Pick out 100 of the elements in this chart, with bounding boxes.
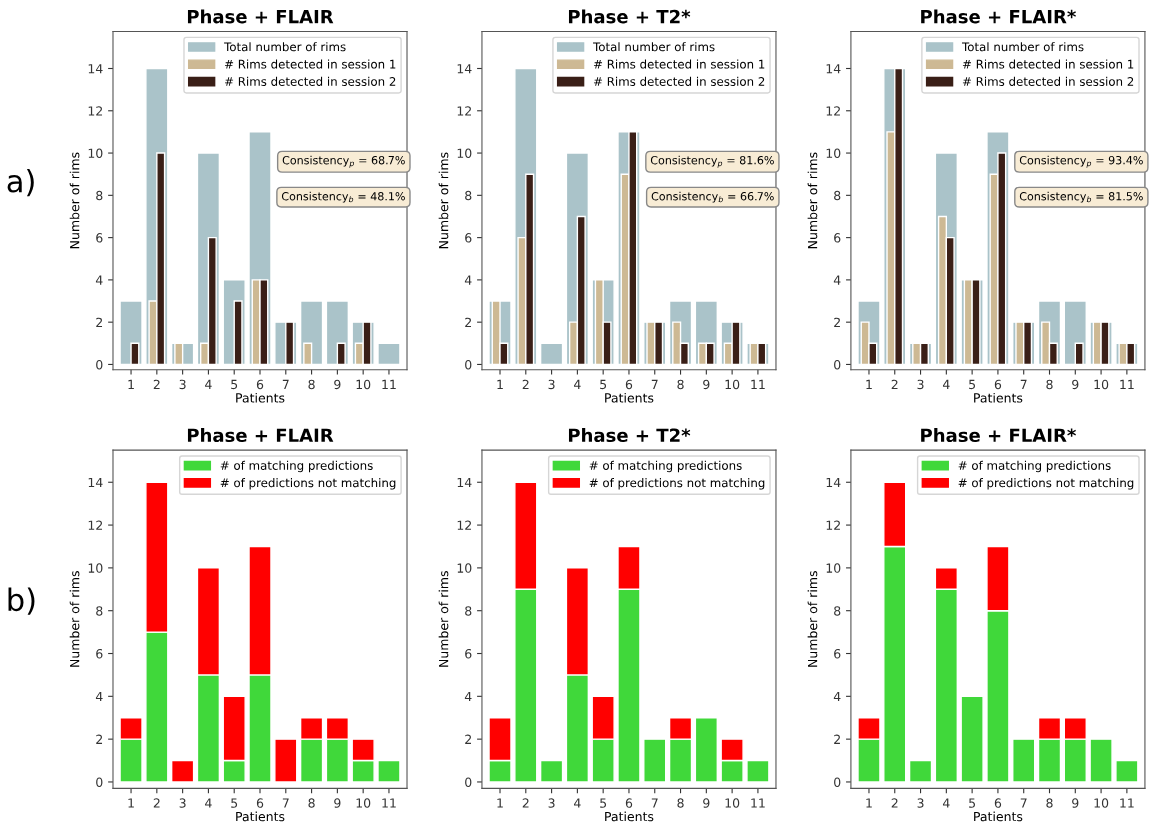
chart-title: Phase + T2* bbox=[568, 9, 691, 24]
x-tick-label: 4 bbox=[205, 379, 212, 389]
y-tick-label: 14 bbox=[88, 477, 103, 488]
legend-label: # Rims detected in session 1 bbox=[225, 59, 396, 69]
y-tick-label: 6 bbox=[465, 648, 472, 659]
x-tick-label: 1 bbox=[866, 798, 872, 808]
y-tick-label: 2 bbox=[834, 317, 840, 327]
legend-label: # of predictions not matching bbox=[220, 478, 396, 490]
y-tick-label: 2 bbox=[465, 317, 471, 327]
legend-label: # Rims detected in session 2 bbox=[225, 76, 396, 86]
bar bbox=[539, 759, 564, 783]
x-tick-label: 7 bbox=[282, 379, 289, 389]
y-tick-label: 12 bbox=[457, 520, 471, 530]
y-tick-label: 0 bbox=[96, 359, 103, 370]
legend-label: # Rims detected in session 1 bbox=[962, 59, 1134, 69]
y-tick-label: 6 bbox=[96, 648, 103, 659]
x-tick-label: 10 bbox=[725, 379, 740, 390]
y-tick-label: 14 bbox=[826, 64, 841, 74]
x-tick-label: 8 bbox=[677, 798, 684, 808]
legend-label: Total number of rims bbox=[224, 42, 346, 52]
y-axis-title: Number of rims bbox=[807, 152, 818, 249]
annotation: Consistency$_{b}$ = 66.7% bbox=[651, 191, 774, 203]
x-tick-label: 6 bbox=[256, 379, 264, 390]
y-axis-title: Number of rims bbox=[807, 571, 818, 667]
x-tick-label: 4 bbox=[574, 379, 581, 389]
x-tick-label: 3 bbox=[179, 798, 186, 808]
y-tick-label: 10 bbox=[457, 148, 472, 158]
x-tick-label: 4 bbox=[942, 798, 950, 808]
legend-label: # of matching predictions bbox=[220, 460, 373, 473]
x-tick-label: 11 bbox=[382, 798, 396, 808]
y-tick-label: 4 bbox=[95, 275, 103, 285]
x-tick-label: 2 bbox=[891, 798, 898, 808]
x-tick-label: 8 bbox=[1046, 798, 1053, 808]
x-tick-label: 1 bbox=[497, 798, 503, 808]
x-tick-label: 11 bbox=[382, 379, 396, 389]
y-axis-title: Number of rims bbox=[438, 571, 449, 667]
x-tick-label: 2 bbox=[522, 379, 529, 389]
y-tick-label: 12 bbox=[88, 106, 103, 116]
bar bbox=[1089, 738, 1113, 783]
legend-label: # of matching predictions bbox=[958, 460, 1111, 473]
y-tick-label: 8 bbox=[834, 190, 841, 201]
x-tick-label: 6 bbox=[625, 798, 633, 808]
bar bbox=[1012, 738, 1036, 783]
x-tick-label: 3 bbox=[917, 379, 924, 390]
y-tick-label: 0 bbox=[465, 359, 472, 370]
bar bbox=[274, 738, 298, 783]
x-tick-label: 1 bbox=[497, 379, 503, 389]
y-tick-label: 2 bbox=[96, 317, 103, 327]
y-tick-label: 0 bbox=[96, 777, 103, 787]
y-tick-label: 4 bbox=[464, 691, 472, 702]
x-tick-label: 3 bbox=[917, 798, 924, 808]
x-tick-label: 11 bbox=[751, 379, 765, 389]
chart-title: Phase + T2* bbox=[568, 428, 691, 443]
y-tick-label: 6 bbox=[96, 233, 103, 243]
x-tick-label: 3 bbox=[179, 379, 186, 390]
x-tick-label: 8 bbox=[308, 798, 315, 808]
x-tick-label: 7 bbox=[651, 379, 658, 389]
x-axis-title: Patients bbox=[236, 811, 285, 822]
x-tick-label: 5 bbox=[231, 798, 238, 808]
y-tick-label: 8 bbox=[96, 190, 103, 201]
x-axis-title: Patients bbox=[974, 811, 1023, 822]
bar bbox=[960, 695, 984, 783]
x-tick-label: 7 bbox=[1020, 379, 1027, 389]
x-tick-label: 5 bbox=[969, 379, 976, 390]
y-tick-label: 12 bbox=[826, 106, 840, 116]
bar bbox=[643, 738, 667, 783]
y-tick-label: 2 bbox=[96, 734, 103, 744]
bar bbox=[908, 759, 933, 783]
y-tick-label: 6 bbox=[465, 233, 472, 243]
x-tick-label: 8 bbox=[677, 379, 684, 390]
y-tick-label: 8 bbox=[465, 190, 472, 201]
y-tick-label: 8 bbox=[96, 606, 103, 616]
y-tick-label: 12 bbox=[457, 106, 471, 116]
bar bbox=[539, 342, 564, 366]
x-tick-label: 9 bbox=[703, 379, 710, 390]
y-tick-label: 4 bbox=[464, 275, 472, 285]
x-tick-label: 6 bbox=[256, 798, 264, 808]
y-tick-label: 4 bbox=[833, 691, 841, 702]
y-tick-label: 12 bbox=[826, 520, 840, 530]
x-tick-label: 6 bbox=[994, 379, 1002, 390]
chart-title: Phase + FLAIR bbox=[187, 9, 334, 24]
y-tick-label: 12 bbox=[88, 520, 103, 530]
y-tick-label: 2 bbox=[834, 734, 840, 744]
x-axis-title: Patients bbox=[605, 392, 654, 403]
y-tick-label: 14 bbox=[88, 64, 103, 74]
text: a) bbox=[7, 168, 34, 197]
x-tick-label: 9 bbox=[334, 798, 341, 808]
bar bbox=[746, 759, 770, 783]
y-tick-label: 4 bbox=[833, 275, 841, 285]
x-axis-title: Patients bbox=[974, 392, 1023, 403]
x-tick-label: 6 bbox=[625, 379, 633, 390]
y-tick-label: 4 bbox=[95, 691, 103, 702]
x-tick-label: 7 bbox=[1020, 798, 1027, 808]
y-tick-label: 8 bbox=[834, 606, 841, 616]
x-tick-label: 3 bbox=[548, 798, 555, 808]
x-tick-label: 9 bbox=[334, 379, 341, 390]
x-tick-label: 9 bbox=[703, 798, 710, 808]
x-tick-label: 4 bbox=[574, 798, 581, 808]
y-tick-label: 2 bbox=[465, 734, 471, 744]
y-tick-label: 14 bbox=[457, 64, 472, 74]
